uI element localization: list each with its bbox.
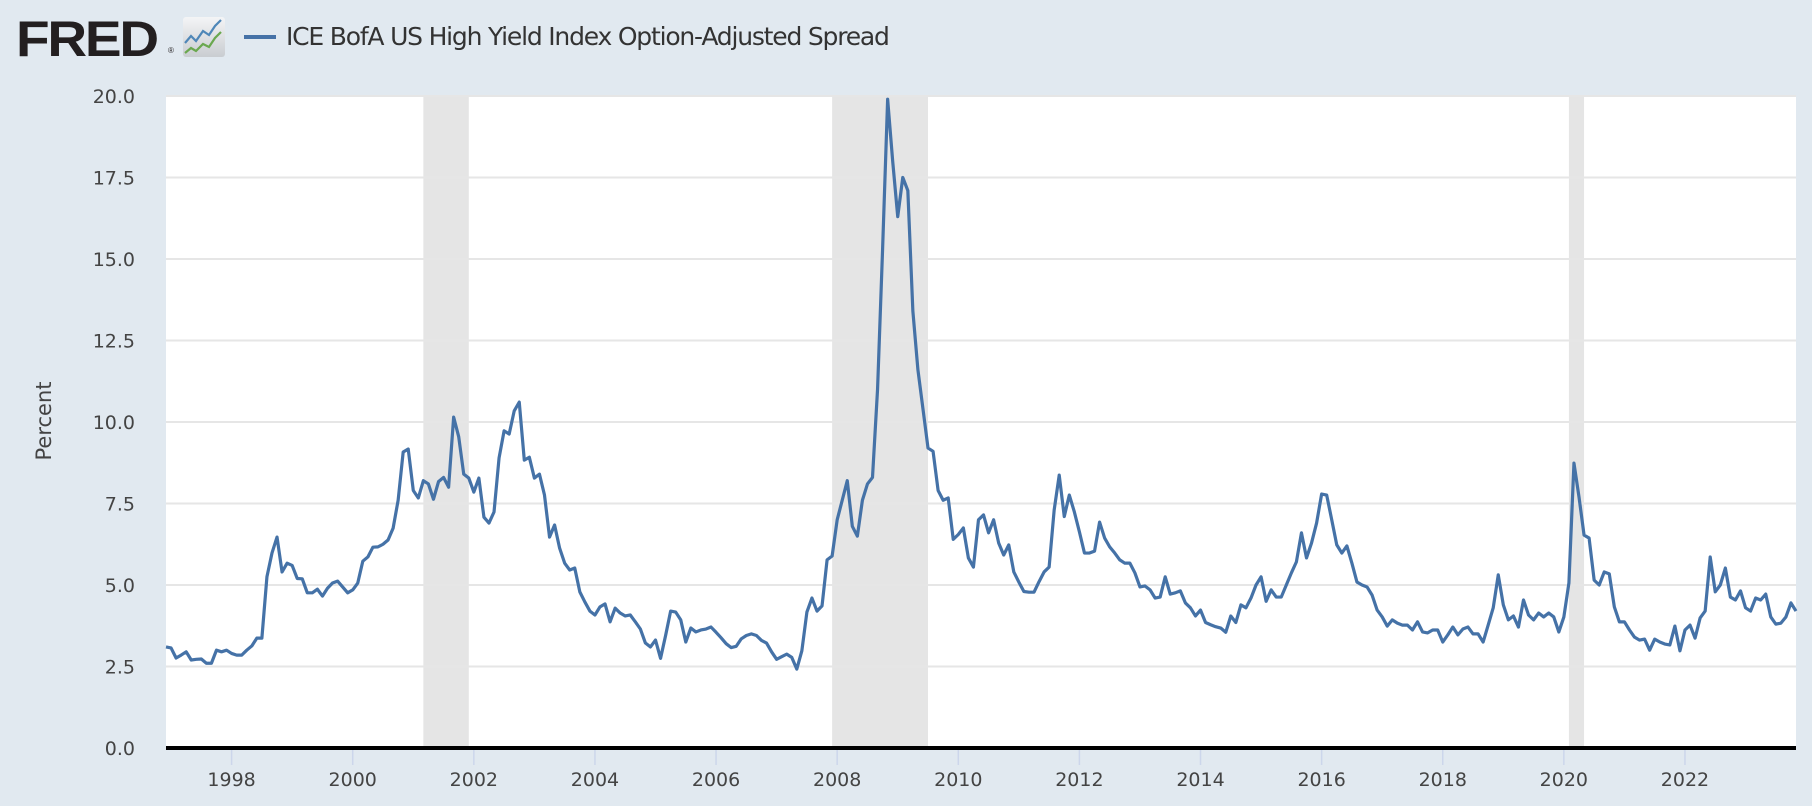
x-tick-label: 2012 xyxy=(1055,769,1103,791)
chart-header: FRED ® ICE BofA US High Yield Index Opti… xyxy=(0,0,1812,80)
y-tick-label: 5.0 xyxy=(105,575,135,597)
x-tick-label: 2000 xyxy=(329,769,377,791)
x-tick-label: 2014 xyxy=(1176,769,1224,791)
y-tick-label: 12.5 xyxy=(93,331,135,353)
x-tick-label: 2002 xyxy=(450,769,498,791)
gridlines xyxy=(166,95,1796,668)
x-axis-ticks: 1998 2000 2002 2004 2006 2008 2010 2012 2014 2016… xyxy=(207,750,1709,791)
y-axis-ticks: 0.0 2.5 5.0 7.5 10.0 12.5 15.0 17.5 20.0 xyxy=(93,86,135,760)
fred-logo[interactable]: FRED xyxy=(16,11,159,67)
y-tick-label: 17.5 xyxy=(93,168,135,190)
y-axis-label: Percent xyxy=(32,381,56,460)
line-chart-icon xyxy=(183,17,225,57)
x-tick-label: 2010 xyxy=(934,769,982,791)
legend-swatch xyxy=(244,35,276,39)
registered-mark: ® xyxy=(168,46,174,55)
y-tick-label: 7.5 xyxy=(105,494,135,516)
x-tick-label: 2008 xyxy=(813,769,861,791)
x-tick-label: 2020 xyxy=(1540,769,1588,791)
y-tick-label: 20.0 xyxy=(93,86,135,108)
y-tick-label: 2.5 xyxy=(105,657,135,679)
x-tick-label: 2006 xyxy=(692,769,740,791)
y-tick-label: 0.0 xyxy=(105,738,135,760)
x-tick-label: 2016 xyxy=(1297,769,1345,791)
x-tick-label: 2004 xyxy=(571,769,619,791)
x-tick-label: 2018 xyxy=(1419,769,1467,791)
y-tick-label: 15.0 xyxy=(93,249,135,271)
series-line[interactable] xyxy=(165,97,1798,671)
legend-series-label[interactable]: ICE BofA US High Yield Index Option-Adju… xyxy=(286,22,890,51)
x-tick-label: 2022 xyxy=(1661,769,1709,791)
y-tick-label: 10.0 xyxy=(93,412,135,434)
x-tick-label: 1998 xyxy=(207,769,255,791)
